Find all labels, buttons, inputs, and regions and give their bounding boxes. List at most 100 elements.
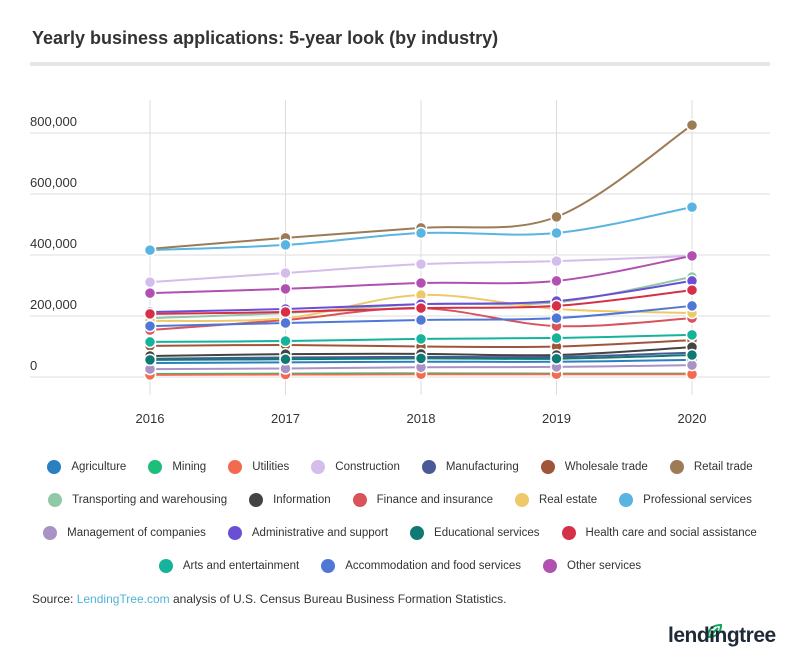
data-point xyxy=(550,331,563,345)
y-tick-label: 800,000 xyxy=(30,114,77,129)
legend: Agriculture Mining Utilities Construction Ma… xyxy=(30,450,770,582)
data-point xyxy=(414,301,428,315)
data-point xyxy=(143,243,157,257)
source-link[interactable]: LendingTree.com xyxy=(76,592,170,606)
legend-label: Construction xyxy=(335,460,400,473)
source-note: Source: LendingTree.com analysis of U.S.… xyxy=(32,592,506,606)
legend-row: Agriculture Mining Utilities Construction Ma… xyxy=(30,450,770,483)
legend-swatch xyxy=(148,459,163,474)
legend-item[interactable]: Wholesale trade xyxy=(540,459,648,474)
leaf-logo-icon xyxy=(706,624,722,638)
data-point xyxy=(279,353,292,366)
data-point xyxy=(279,305,292,319)
y-tick-label: 0 xyxy=(30,358,37,373)
legend-item[interactable]: Accommodation and food services xyxy=(321,558,521,573)
legend-item[interactable]: Retail trade xyxy=(669,459,753,474)
legend-label: Management of companies xyxy=(67,526,206,539)
chart-title: Yearly business applications: 5-year loo… xyxy=(32,28,499,48)
legend-label: Real estate xyxy=(538,493,598,506)
legend-swatch xyxy=(158,558,173,573)
data-point xyxy=(550,299,563,313)
legend-swatch xyxy=(48,492,63,507)
legend-label: Other services xyxy=(567,559,642,572)
y-tick-label: 400,000 xyxy=(30,236,77,251)
legend-swatch xyxy=(421,459,436,474)
legend-label: Professional services xyxy=(643,493,752,506)
legend-row: Transporting and warehousing Information F… xyxy=(30,483,770,516)
legend-item[interactable]: Arts and entertainment xyxy=(158,558,300,573)
legend-label: Mining xyxy=(172,460,207,473)
x-tick-label: 2020 xyxy=(678,411,707,426)
legend-item[interactable]: Construction xyxy=(311,459,400,474)
legend-item[interactable]: Professional services xyxy=(619,492,752,507)
legend-item[interactable]: Manufacturing xyxy=(421,459,519,474)
legend-swatch xyxy=(410,525,425,540)
legend-item[interactable]: Administrative and support xyxy=(227,525,389,540)
legend-label: Utilities xyxy=(252,460,290,473)
data-point xyxy=(550,210,563,224)
legend-swatch xyxy=(228,459,243,474)
lendingtree-logo: lendingtree xyxy=(668,624,776,647)
legend-label: Retail trade xyxy=(693,460,753,473)
legend-item[interactable]: Educational services xyxy=(410,525,540,540)
x-tick-label: 2016 xyxy=(136,411,165,426)
data-point xyxy=(685,249,699,263)
data-point xyxy=(279,282,292,296)
legend-swatch xyxy=(227,525,242,540)
legend-label: Manufacturing xyxy=(445,460,519,473)
data-point xyxy=(550,254,563,268)
legend-item[interactable]: Transporting and warehousing xyxy=(48,492,228,507)
legend-swatch xyxy=(514,492,529,507)
legend-swatch xyxy=(619,492,634,507)
legend-label: Administrative and support xyxy=(251,526,389,539)
data-point xyxy=(414,257,428,271)
x-tick-label: 2018 xyxy=(407,411,436,426)
legend-item[interactable]: Finance and insurance xyxy=(352,492,493,507)
legend-item[interactable]: Utilities xyxy=(228,459,290,474)
data-point xyxy=(550,311,563,325)
legend-item[interactable]: Information xyxy=(249,492,331,507)
data-point xyxy=(685,200,699,214)
legend-row: Management of companies Administrative an… xyxy=(30,516,770,549)
legend-swatch xyxy=(43,525,58,540)
legend-swatch xyxy=(540,459,555,474)
data-point xyxy=(414,313,428,327)
legend-item[interactable]: Management of companies xyxy=(43,525,206,540)
legend-label: Information xyxy=(273,493,331,506)
legend-row: Arts and entertainment Accommodation and … xyxy=(30,549,770,582)
legend-swatch xyxy=(561,525,576,540)
legend-swatch xyxy=(249,492,264,507)
data-point xyxy=(685,118,699,132)
legend-label: Transporting and warehousing xyxy=(72,493,228,506)
legend-item[interactable]: Other services xyxy=(543,558,642,573)
data-point xyxy=(685,299,699,313)
data-point xyxy=(143,275,157,289)
legend-swatch xyxy=(47,459,62,474)
legend-item[interactable]: Agriculture xyxy=(47,459,126,474)
data-point xyxy=(143,319,157,333)
source-prefix: Source: xyxy=(32,592,77,606)
x-tick-label: 2019 xyxy=(542,411,571,426)
line-chart: 0 200,000 400,000 600,000 800,000 2016 2017 201… xyxy=(30,100,770,426)
data-point xyxy=(685,283,699,297)
legend-item[interactable]: Health care and social assistance xyxy=(561,525,757,540)
title-divider xyxy=(30,62,770,66)
data-point xyxy=(279,316,292,330)
data-point xyxy=(143,335,157,349)
legend-item[interactable]: Mining xyxy=(148,459,207,474)
data-point xyxy=(685,348,699,362)
legend-label: Accommodation and food services xyxy=(345,559,521,572)
data-point xyxy=(414,352,428,365)
y-tick-label: 200,000 xyxy=(30,297,77,312)
legend-item[interactable]: Real estate xyxy=(514,492,598,507)
data-point xyxy=(685,328,699,342)
source-suffix: analysis of U.S. Census Bureau Business … xyxy=(169,592,507,606)
legend-label: Arts and entertainment xyxy=(182,559,300,572)
data-point xyxy=(279,334,292,348)
legend-label: Health care and social assistance xyxy=(585,526,757,539)
legend-label: Educational services xyxy=(434,526,540,539)
data-point xyxy=(414,332,428,346)
y-tick-label: 600,000 xyxy=(30,175,77,190)
legend-swatch xyxy=(352,492,367,507)
